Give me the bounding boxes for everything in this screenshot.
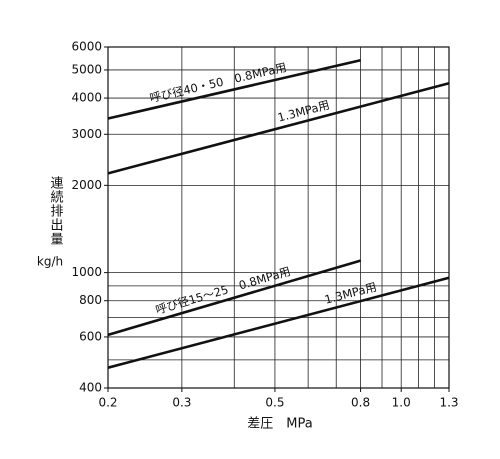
x-axis-title: 差圧 MPa [247,417,312,432]
y-axis-unit: kg/h [37,255,63,269]
x-tick-label: 0.2 [98,396,117,410]
y-tick-label: 1000 [71,265,102,279]
line-label: 呼び径15〜25 0.8MPa用 [154,264,292,317]
series-line [107,276,450,369]
y-tick-label: 800 [79,293,102,307]
y-tick-label: 4000 [71,91,102,105]
y-axis-title: 連続排出量 [48,176,64,246]
series-line [107,259,361,337]
y-tick-label: 600 [79,329,102,343]
y-tick-label: 400 [79,381,102,395]
plot-frame [107,46,450,389]
x-tick-label: 0.5 [265,396,284,410]
x-tick-label: 0.8 [351,396,370,410]
x-tick-label: 0.3 [172,396,191,410]
series-line [107,81,450,175]
x-tick-label: 1.3 [439,396,458,410]
y-tick-label: 5000 [71,62,102,76]
y-tick-label: 6000 [71,40,102,54]
x-tick-label: 1.0 [392,396,411,410]
series-line [107,59,361,120]
y-tick-label: 2000 [71,178,102,192]
y-tick-label: 3000 [71,127,102,141]
